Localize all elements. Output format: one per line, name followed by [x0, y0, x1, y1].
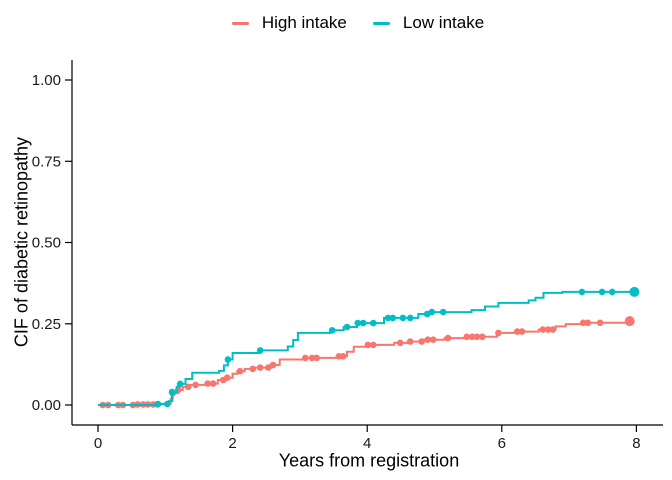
censor-dot-high-intake: [463, 333, 471, 341]
censor-dot-high-intake: [269, 361, 277, 369]
censor-dot-high-intake: [396, 339, 404, 347]
censor-dot-high-intake: [514, 328, 521, 335]
censor-dot-low-intake: [578, 288, 586, 296]
censor-dot-high-intake: [204, 380, 211, 387]
censor-dot-high-intake: [249, 365, 257, 373]
y-tick-label: 1.00: [32, 72, 61, 89]
censor-dot-low-intake: [399, 314, 407, 322]
y-axis: 0.00 0.25 0.50 0.75 1.00: [32, 60, 73, 425]
censor-dot-low-intake: [407, 314, 414, 322]
censor-dot-low-intake: [389, 314, 397, 322]
x-tick-label: 0: [94, 435, 102, 452]
censor-dot-high-intake: [479, 333, 486, 341]
x-tick-label: 4: [363, 435, 371, 452]
censor-dot-high-intake: [313, 354, 321, 362]
censor-dot-high-intake: [407, 338, 414, 345]
censor-dot-low-intake: [354, 319, 362, 327]
legend-key-line-high-intake: [231, 21, 249, 25]
censor-dot-high-intake: [364, 341, 372, 349]
censor-dot-high-intake: [544, 326, 552, 333]
censor-dot-low-intake: [370, 319, 377, 327]
censor-dot-high-intake: [256, 364, 264, 371]
y-tick-label: 0.25: [32, 316, 61, 333]
end-dot-high-intake: [624, 316, 635, 327]
censor-dot-high-intake: [549, 326, 557, 333]
censor-dot-low-intake: [224, 356, 232, 363]
legend-item-high-intake: High intake: [231, 13, 347, 33]
x-tick-label: 6: [498, 435, 506, 452]
censor-dot-high-intake: [192, 381, 199, 389]
censor-dot-high-intake: [184, 383, 192, 391]
y-axis-title: CIF of diabetic retinopathy: [11, 136, 32, 348]
x-axis-title: Years from registration: [278, 450, 460, 471]
censor-dot-low-intake: [428, 308, 436, 316]
censor-dot-high-intake: [424, 336, 432, 344]
censor-dot-high-intake: [308, 354, 316, 362]
legend-label-high-intake: High intake: [261, 13, 347, 32]
y-tick-label: 0.75: [32, 153, 61, 170]
censor-dot-high-intake: [429, 336, 437, 344]
censor-dot-high-intake: [596, 319, 604, 327]
x-axis: 0 2 4 6 8: [72, 424, 663, 452]
y-tick-label: 0.50: [32, 235, 61, 252]
censor-dot-low-intake: [256, 347, 264, 354]
legend-label-low-intake: Low intake: [402, 13, 485, 32]
legend: High intake Low intake: [22, 12, 672, 34]
censor-dot-low-intake: [176, 380, 184, 388]
censor-dot-low-intake: [359, 319, 367, 327]
censor-dot-low-intake: [384, 314, 392, 322]
censor-dot-high-intake: [223, 374, 231, 382]
censor-dot-low-intake: [164, 400, 171, 408]
censor-dot-high-intake: [473, 333, 481, 341]
censor-dot-high-intake: [444, 334, 452, 342]
y-tick-label: 0.00: [32, 397, 61, 414]
legend-key-line-low-intake: [372, 21, 390, 25]
legend-item-low-intake: Low intake: [372, 13, 485, 33]
end-dot-low-intake: [629, 286, 640, 297]
x-tick-label: 8: [632, 435, 640, 452]
censor-dot-high-intake: [370, 341, 377, 349]
censor-dot-high-intake: [468, 333, 476, 341]
censor-dot-high-intake: [539, 326, 547, 333]
censor-dot-low-intake: [608, 288, 616, 296]
series-high-intake: [98, 316, 635, 409]
censor-dot-low-intake: [343, 323, 351, 331]
censor-dot-high-intake: [518, 328, 526, 335]
x-tick-label: 2: [228, 435, 236, 452]
censor-dot-high-intake: [236, 367, 244, 375]
censor-dot-high-intake: [209, 380, 217, 387]
censor-dot-low-intake: [439, 308, 447, 316]
censor-dot-low-intake: [598, 288, 606, 296]
censor-dot-high-intake: [339, 353, 347, 360]
censor-dot-low-intake: [328, 327, 336, 334]
censor-dot-high-intake: [418, 338, 426, 345]
censor-dot-low-intake: [154, 400, 162, 408]
censor-dot-high-intake: [495, 329, 502, 337]
censor-dot-high-intake: [579, 319, 587, 327]
censor-dot-low-intake: [168, 388, 176, 396]
series-low-intake: [98, 286, 640, 408]
censor-dot-high-intake: [584, 319, 592, 327]
censor-dot-high-intake: [302, 354, 309, 362]
